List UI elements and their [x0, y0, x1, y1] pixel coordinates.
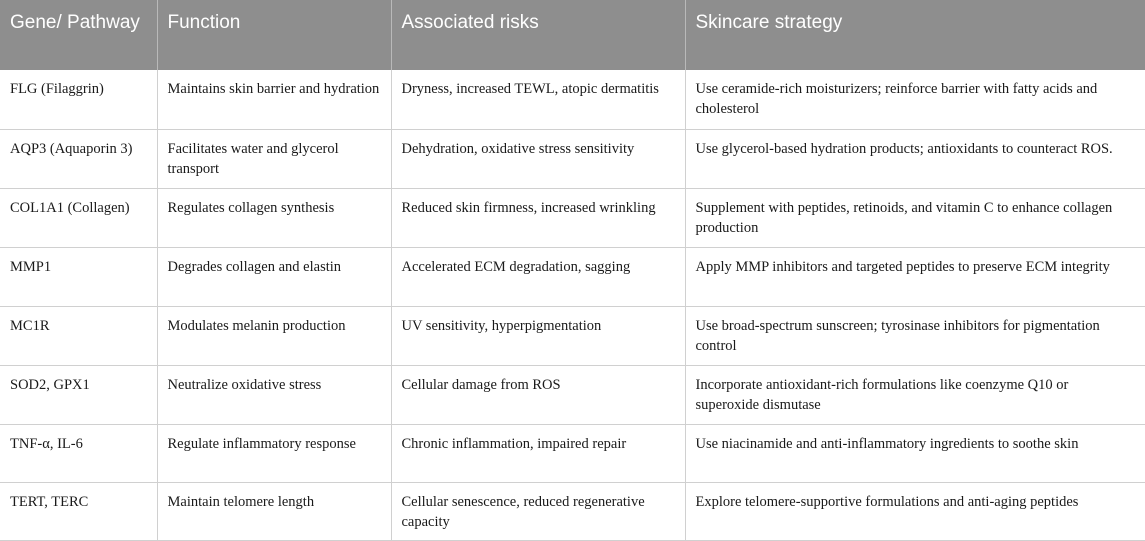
cell-gene: COL1A1 (Collagen)	[0, 188, 158, 248]
cell-risks: Reduced skin firmness, increased wrinkli…	[391, 188, 686, 248]
cell-strategy: Apply MMP inhibitors and targeted peptid…	[685, 247, 1145, 307]
table-row: FLG (Filaggrin) Maintains skin barrier a…	[0, 70, 1145, 130]
table-row: MC1R Modulates melanin production UV sen…	[0, 306, 1145, 366]
table-header: Gene/ Pathway Function Associated risks …	[0, 0, 1145, 70]
header-associated-risks: Associated risks	[391, 0, 686, 70]
cell-risks: Accelerated ECM degradation, sagging	[391, 247, 686, 307]
cell-risks: Dryness, increased TEWL, atopic dermatit…	[391, 70, 686, 130]
cell-function: Neutralize oxidative stress	[157, 365, 392, 425]
cell-gene: TNF-α, IL-6	[0, 424, 158, 483]
cell-gene: MMP1	[0, 247, 158, 307]
cell-strategy: Explore telomere-supportive formulations…	[685, 482, 1145, 541]
cell-function: Degrades collagen and elastin	[157, 247, 392, 307]
table-row: COL1A1 (Collagen) Regulates collagen syn…	[0, 188, 1145, 248]
cell-strategy: Incorporate antioxidant-rich formulation…	[685, 365, 1145, 425]
table-body: FLG (Filaggrin) Maintains skin barrier a…	[0, 70, 1145, 541]
cell-risks: UV sensitivity, hyperpigmentation	[391, 306, 686, 366]
cell-function: Maintain telomere length	[157, 482, 392, 541]
header-skincare-strategy: Skincare strategy	[685, 0, 1145, 70]
cell-function: Facilitates water and glycerol transport	[157, 129, 392, 189]
table-row: AQP3 (Aquaporin 3) Facilitates water and…	[0, 129, 1145, 189]
header-gene-pathway: Gene/ Pathway	[0, 0, 158, 70]
cell-strategy: Supplement with peptides, retinoids, and…	[685, 188, 1145, 248]
cell-gene: MC1R	[0, 306, 158, 366]
cell-risks: Chronic inflammation, impaired repair	[391, 424, 686, 483]
cell-function: Regulate inflammatory response	[157, 424, 392, 483]
cell-strategy: Use niacinamide and anti-inflammatory in…	[685, 424, 1145, 483]
table-row: SOD2, GPX1 Neutralize oxidative stress C…	[0, 365, 1145, 425]
cell-strategy: Use broad-spectrum sunscreen; tyrosinase…	[685, 306, 1145, 366]
cell-strategy: Use ceramide-rich moisturizers; reinforc…	[685, 70, 1145, 130]
cell-gene: FLG (Filaggrin)	[0, 70, 158, 130]
header-row: Gene/ Pathway Function Associated risks …	[0, 0, 1145, 70]
table-row: TERT, TERC Maintain telomere length Cell…	[0, 482, 1145, 541]
cell-function: Maintains skin barrier and hydration	[157, 70, 392, 130]
cell-function: Modulates melanin production	[157, 306, 392, 366]
cell-gene: AQP3 (Aquaporin 3)	[0, 129, 158, 189]
table-row: TNF-α, IL-6 Regulate inflammatory respon…	[0, 424, 1145, 483]
cell-gene: SOD2, GPX1	[0, 365, 158, 425]
cell-risks: Dehydration, oxidative stress sensitivit…	[391, 129, 686, 189]
cell-gene: TERT, TERC	[0, 482, 158, 541]
cell-strategy: Use glycerol-based hydration products; a…	[685, 129, 1145, 189]
cell-risks: Cellular damage from ROS	[391, 365, 686, 425]
table-row: MMP1 Degrades collagen and elastin Accel…	[0, 247, 1145, 307]
header-function: Function	[157, 0, 392, 70]
cell-risks: Cellular senescence, reduced regenerativ…	[391, 482, 686, 541]
cell-function: Regulates collagen synthesis	[157, 188, 392, 248]
